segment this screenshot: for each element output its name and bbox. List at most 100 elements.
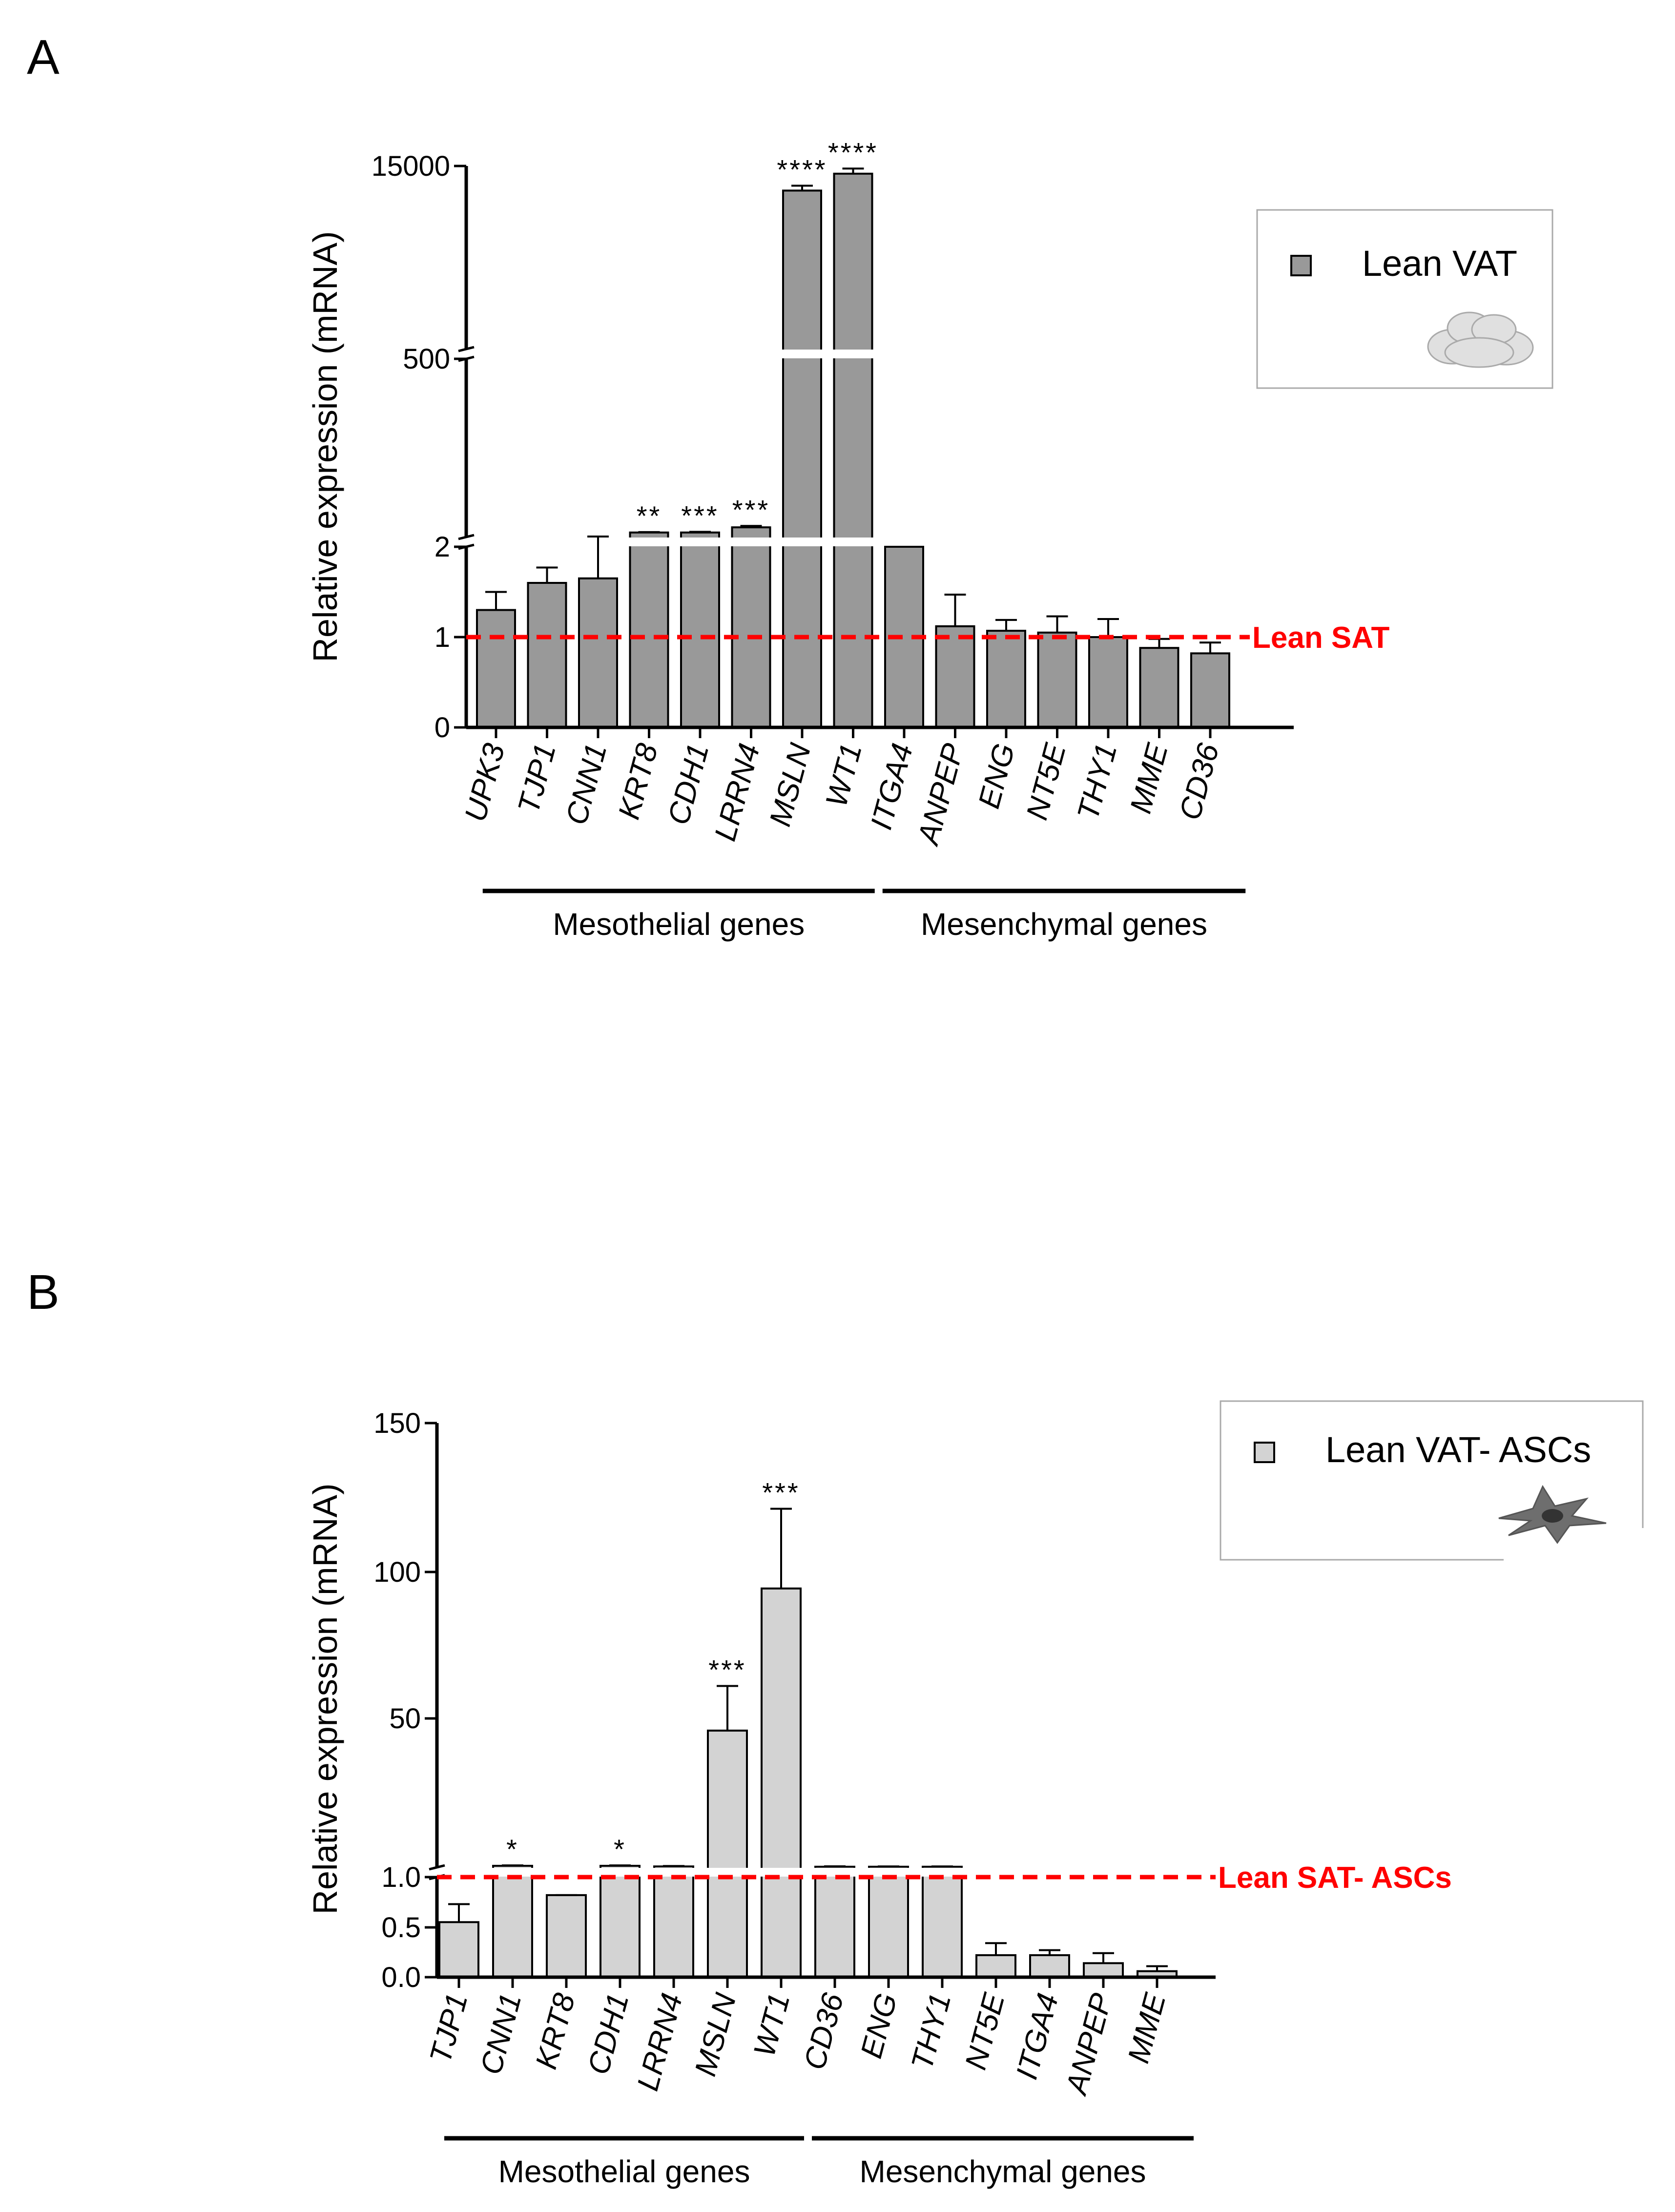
category-label: CDH1 xyxy=(581,1990,635,2078)
legend-label: Lean VAT xyxy=(1362,243,1517,284)
category-label: LRRN4 xyxy=(708,740,766,845)
panel-letter-a: A xyxy=(27,30,60,84)
category-label: ENG xyxy=(854,1990,904,2062)
y-tick-label: 1 xyxy=(434,621,450,653)
bar xyxy=(731,526,771,728)
group-label: Mesenchymal genes xyxy=(921,907,1207,942)
bar xyxy=(1139,647,1179,728)
axis-break-gap xyxy=(868,1868,910,1877)
bar xyxy=(1088,636,1128,728)
y-tick-label: 150 xyxy=(373,1407,421,1439)
group-label: Mesothelial genes xyxy=(498,2154,750,2189)
y-tick-label: 0.0 xyxy=(381,1962,421,1993)
bar xyxy=(476,609,516,728)
category-label: CD36 xyxy=(798,1989,850,2073)
reference-line-label: Lean SAT xyxy=(1252,621,1389,655)
significance-label: *** xyxy=(681,500,719,531)
bar xyxy=(975,1954,1016,1978)
bar xyxy=(546,1894,587,1978)
bar xyxy=(707,1729,748,1978)
category-label: THY1 xyxy=(905,1990,958,2073)
category-label: CDH1 xyxy=(662,740,715,828)
category-label: ITGA4 xyxy=(1010,1990,1065,2083)
bar xyxy=(527,582,567,728)
y-tick-label: 1.0 xyxy=(381,1861,421,1893)
category-label: UPK3 xyxy=(458,740,512,825)
y-tick-label: 15000 xyxy=(372,150,450,182)
category-label: NT5E xyxy=(959,1989,1012,2073)
significance-label: *** xyxy=(708,1654,746,1685)
category-label: MME xyxy=(1124,740,1175,817)
axis-break-gap xyxy=(760,1868,802,1877)
bar xyxy=(1083,1962,1124,1979)
group-label: Mesenchymal genes xyxy=(860,2154,1146,2189)
group-label: Mesothelial genes xyxy=(553,907,805,942)
bar xyxy=(492,1864,533,1978)
category-label: THY1 xyxy=(1071,740,1124,824)
category-label: WT1 xyxy=(820,740,869,810)
axis-break-gap xyxy=(653,1868,695,1877)
legend-border-gap xyxy=(1504,1528,1645,1567)
bar xyxy=(438,1921,479,1978)
category-label: ITGA4 xyxy=(865,740,920,833)
category-label: MME xyxy=(1121,1989,1172,2067)
axis-break-gap xyxy=(730,537,772,546)
bar xyxy=(629,531,669,729)
y-axis-break-mark xyxy=(458,534,475,540)
axis-break-gap xyxy=(832,350,874,358)
bar xyxy=(922,1865,963,1979)
bar xyxy=(578,577,618,728)
category-label: TJP1 xyxy=(423,1990,474,2067)
significance-label: **** xyxy=(828,137,878,167)
category-label: NT5E xyxy=(1020,740,1073,824)
bar xyxy=(833,172,873,729)
y-axis-label: Relative expression (mRNA) xyxy=(306,231,344,662)
category-label: CNN1 xyxy=(474,1990,528,2078)
y-axis-break-mark xyxy=(429,1864,445,1871)
bar xyxy=(986,630,1026,729)
legend-label: Lean VAT- ASCs xyxy=(1325,1429,1591,1470)
axis-break-gap xyxy=(814,1868,856,1877)
significance-label: *** xyxy=(732,494,770,525)
category-label: ENG xyxy=(972,740,1021,812)
significance-label: ** xyxy=(637,500,662,531)
axis-break-gap xyxy=(492,1868,534,1877)
legend-swatch xyxy=(1290,255,1312,276)
bar xyxy=(782,189,822,729)
bar xyxy=(1190,652,1230,729)
y-tick-label: 50 xyxy=(389,1703,421,1735)
category-label: MSLN xyxy=(688,1990,743,2080)
bar xyxy=(1037,631,1077,728)
significance-label: * xyxy=(506,1834,519,1864)
bar xyxy=(653,1865,694,1978)
category-label: MSLN xyxy=(763,740,817,830)
reference-line-label: Lean SAT- ASCs xyxy=(1218,1861,1452,1895)
legend-border-gap xyxy=(1557,293,1567,391)
category-label: CNN1 xyxy=(559,740,613,828)
category-label: KRT8 xyxy=(529,1989,582,2072)
bar xyxy=(680,531,720,729)
category-label: TJP1 xyxy=(512,740,562,817)
y-tick-label: 2 xyxy=(434,531,450,563)
category-label: LRRN4 xyxy=(631,1990,689,2094)
y-axis-break-mark xyxy=(458,346,475,352)
significance-label: * xyxy=(614,1834,626,1864)
axis-break-gap xyxy=(782,537,823,546)
bar xyxy=(935,625,975,729)
legend-swatch xyxy=(1254,1442,1275,1463)
axis-break-gap xyxy=(706,1868,748,1877)
adipose-tissue-icon xyxy=(1427,311,1534,368)
bar xyxy=(1029,1954,1070,1978)
bar xyxy=(868,1865,909,1979)
significance-label: *** xyxy=(762,1477,800,1508)
axis-break-gap xyxy=(628,537,670,546)
category-label: CD36 xyxy=(1173,740,1226,823)
category-label: KRT8 xyxy=(612,740,665,823)
axis-break-gap xyxy=(599,1868,641,1877)
category-label: WT1 xyxy=(747,1990,797,2060)
y-tick-label: 500 xyxy=(403,343,450,375)
significance-label: **** xyxy=(777,154,827,185)
bar xyxy=(761,1587,802,1979)
y-tick-label: 100 xyxy=(373,1556,421,1588)
